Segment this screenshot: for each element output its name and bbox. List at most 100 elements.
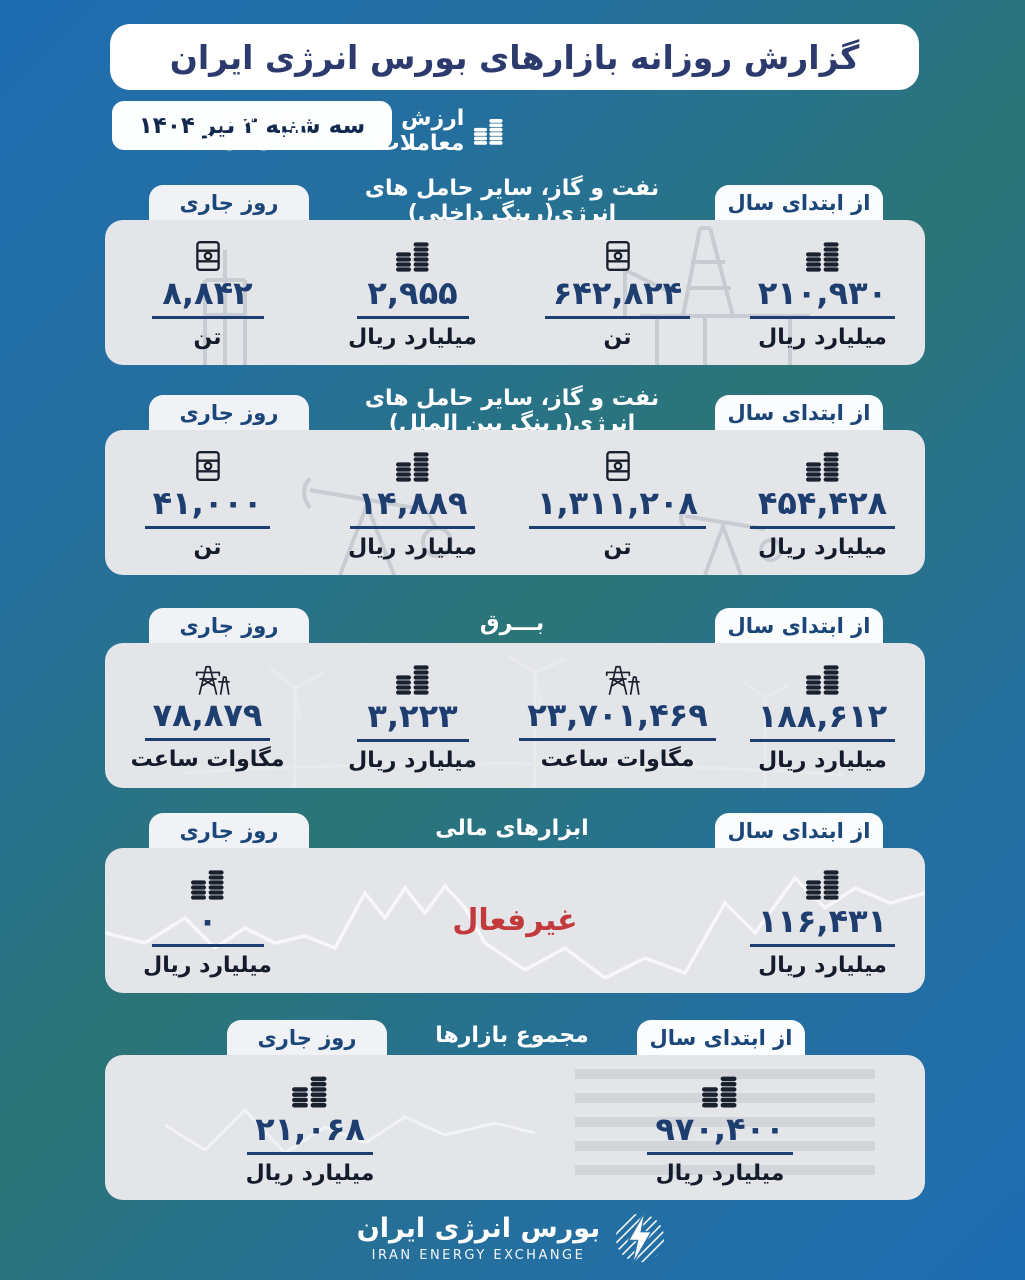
stat-year-volume: ۱,۳۱۱,۲۰۸ تن (515, 445, 720, 560)
stat-day-value: ۱۴,۸۸۹ میلیارد ریال (310, 445, 515, 560)
stat-year-value: ۱۸۸,۶۱۲ میلیارد ریال (720, 658, 925, 773)
legend: ارزش معاملات حجم معاملات (128, 106, 505, 156)
section-oil-gas-domestic: از ابتدای سال نفت و گاز، سایر حامل های ا… (105, 176, 925, 365)
tab-row: از ابتدای سال مجموع بازارها روز جاری (105, 1020, 925, 1055)
stat-number: ۱۸۸,۶۱۲ (749, 699, 896, 742)
legend-label: ارزش معاملات (377, 106, 465, 156)
logo-text: بورس انرژی ایران IRAN ENERGY EXCHANGE (357, 1213, 601, 1262)
stat-unit: میلیارد ریال (758, 534, 887, 560)
tab-current-day: روز جاری (149, 185, 309, 220)
stat-unit: مگاوات ساعت (130, 746, 285, 772)
legend-trade-value: ارزش معاملات (308, 106, 505, 156)
pumpjack-watermark (302, 476, 783, 575)
coins-icon (805, 449, 841, 483)
tab-current-day: روز جاری (149, 395, 309, 430)
stat-day-volume: ۴۱,۰۰۰ تن (105, 445, 310, 560)
stat-unit: تن (193, 324, 222, 350)
tab-year-label: از ابتدای سال (727, 190, 871, 215)
stat-unit: میلیارد ریال (143, 952, 272, 978)
stats-row: ۱۱۶,۴۳۱ میلیارد ریال غیرفعال ۰ میلیارد ر… (105, 848, 925, 993)
tab-current-day: روز جاری (227, 1020, 387, 1055)
stat-number: ۲۳,۷۰۱,۴۶۹ (519, 698, 716, 741)
stats-row: ۹۷۰,۴۰۰ میلیارد ریال ۲۱,۰۶۸ میلیارد ریال (105, 1055, 925, 1200)
stat-number: ۰ (151, 904, 264, 947)
stat-day-value: ۳,۲۲۳ میلیارد ریال (310, 658, 515, 773)
tab-row: از ابتدای سال بـــرق روز جاری (105, 608, 925, 643)
coins-icon (805, 867, 841, 901)
section-electricity: از ابتدای سال بـــرق روز جاری ۱۸۸,۶۱۲ می… (105, 608, 925, 788)
tab-year-to-date: از ابتدای سال (715, 608, 883, 643)
tab-year-label: از ابتدای سال (727, 613, 871, 638)
stats-row: ۴۵۴,۴۲۸ میلیارد ریال ۱,۳۱۱,۲۰۸ تن ۱۴,۸۸۹… (105, 430, 925, 575)
tab-current-day: روز جاری (149, 608, 309, 643)
section-oil-gas-international: از ابتدای سال نفت و گاز، سایر حامل های ا… (105, 386, 925, 575)
section-card: ۹۷۰,۴۰۰ میلیارد ریال ۲۱,۰۶۸ میلیارد ریال (105, 1055, 925, 1200)
stat-unit: میلیارد ریال (758, 324, 887, 350)
wind-turbine-watermark (184, 653, 846, 788)
page-title: گزارش روزانه بازارهای بورس انرژی ایران (169, 37, 860, 77)
stat-year-value: ۴۵۴,۴۲۸ میلیارد ریال (720, 445, 925, 560)
tab-year-to-date: از ابتدای سال (715, 395, 883, 430)
stat-unit: میلیارد ریال (348, 747, 477, 773)
tab-day-label: روز جاری (257, 1025, 357, 1050)
coins-icon (805, 662, 841, 696)
stat-year-value: ۲۱۰,۹۳۰ میلیارد ریال (720, 235, 925, 350)
coins-icon (805, 239, 841, 273)
stat-unit: میلیارد ریال (245, 1160, 375, 1186)
stat-day-value: ۲۱,۰۶۸ میلیارد ریال (105, 1069, 515, 1186)
stat-number: ۲,۹۵۵ (356, 276, 469, 319)
oil-barrel-icon (191, 239, 225, 273)
section-card: ۴۵۴,۴۲۸ میلیارد ریال ۱,۳۱۱,۲۰۸ تن ۱۴,۸۸۹… (105, 430, 925, 575)
oil-barrel-icon (601, 239, 635, 273)
stats-row: ۲۱۰,۹۳۰ میلیارد ریال ۶۴۲,۸۲۴ تن ۲,۹۵۵ می… (105, 220, 925, 365)
coins-icon (395, 662, 431, 696)
chart-line-watermark (105, 875, 925, 981)
section-markets-total: از ابتدای سال مجموع بازارها روز جاری ۹۷۰… (105, 1020, 925, 1200)
stat-year-volume: ۶۴۲,۸۲۴ تن (515, 235, 720, 350)
stat-number: ۳,۲۲۳ (356, 699, 469, 742)
power-tower-icon (186, 663, 230, 695)
stat-day-value: ۲,۹۵۵ میلیارد ریال (310, 235, 515, 350)
stat-number: ۲۱,۰۶۸ (247, 1112, 373, 1155)
inactive-status-badge: غیرفعال (452, 903, 578, 938)
stat-year-value: ۱۱۶,۴۳۱ میلیارد ریال (720, 863, 925, 978)
stat-day-volume: ۷۸,۸۷۹ مگاوات ساعت (105, 659, 310, 772)
logo-persian-name: بورس انرژی ایران (356, 1213, 601, 1245)
section-financial-instruments: از ابتدای سال ابزارهای مالی روز جاری ۱۱۶… (105, 813, 925, 993)
stats-row: ۱۸۸,۶۱۲ میلیارد ریال ۲۳,۷۰۱,۴۶۹ مگاوات س… (105, 643, 925, 788)
section-card: ۲۱۰,۹۳۰ میلیارد ریال ۶۴۲,۸۲۴ تن ۲,۹۵۵ می… (105, 220, 925, 365)
tab-year-to-date: از ابتدای سال (637, 1020, 805, 1055)
stat-year-value: ۹۷۰,۴۰۰ میلیارد ریال (515, 1069, 925, 1186)
stat-year-volume: ۲۳,۷۰۱,۴۶۹ مگاوات ساعت (515, 659, 720, 772)
tab-year-label: از ابتدای سال (727, 400, 871, 425)
stat-day-volume: ۸,۸۴۲ تن (105, 235, 310, 350)
legend-trade-volume: حجم معاملات (128, 106, 308, 156)
tab-day-label: روز جاری (179, 400, 279, 425)
section-card: ۱۸۸,۶۱۲ میلیارد ریال ۲۳,۷۰۱,۴۶۹ مگاوات س… (105, 643, 925, 788)
stat-number: ۴۱,۰۰۰ (144, 486, 271, 529)
stat-day-value: ۰ میلیارد ریال (105, 863, 310, 978)
coins-icon (701, 1073, 739, 1109)
section-title: بـــرق (479, 611, 545, 636)
coins-icon (291, 1073, 329, 1109)
stat-number: ۶۴۲,۸۲۴ (544, 276, 691, 319)
logo-english-name: IRAN ENERGY EXCHANGE (371, 1247, 586, 1263)
stat-number: ۱۴,۸۸۹ (349, 486, 476, 529)
stat-unit: مگاوات ساعت (540, 746, 695, 772)
stat-unit: میلیارد ریال (348, 324, 477, 350)
coins-icon (395, 449, 431, 483)
tab-current-day: روز جاری (149, 813, 309, 848)
stat-unit: تن (193, 534, 222, 560)
oil-barrel-icon (601, 449, 635, 483)
coins-icon (190, 867, 226, 901)
legend-label: حجم معاملات (183, 106, 270, 156)
tab-day-label: روز جاری (179, 818, 279, 843)
footer-logo: بورس انرژی ایران IRAN ENERGY EXCHANGE (0, 1210, 1025, 1266)
power-tower-icon (596, 663, 640, 695)
section-title: مجموع بازارها (435, 1023, 589, 1048)
bar-chart-icon (279, 116, 309, 146)
section-title: ابزارهای مالی (435, 816, 589, 841)
tab-row: از ابتدای سال ابزارهای مالی روز جاری (105, 813, 925, 848)
stat-unit: میلیارد ریال (758, 952, 887, 978)
